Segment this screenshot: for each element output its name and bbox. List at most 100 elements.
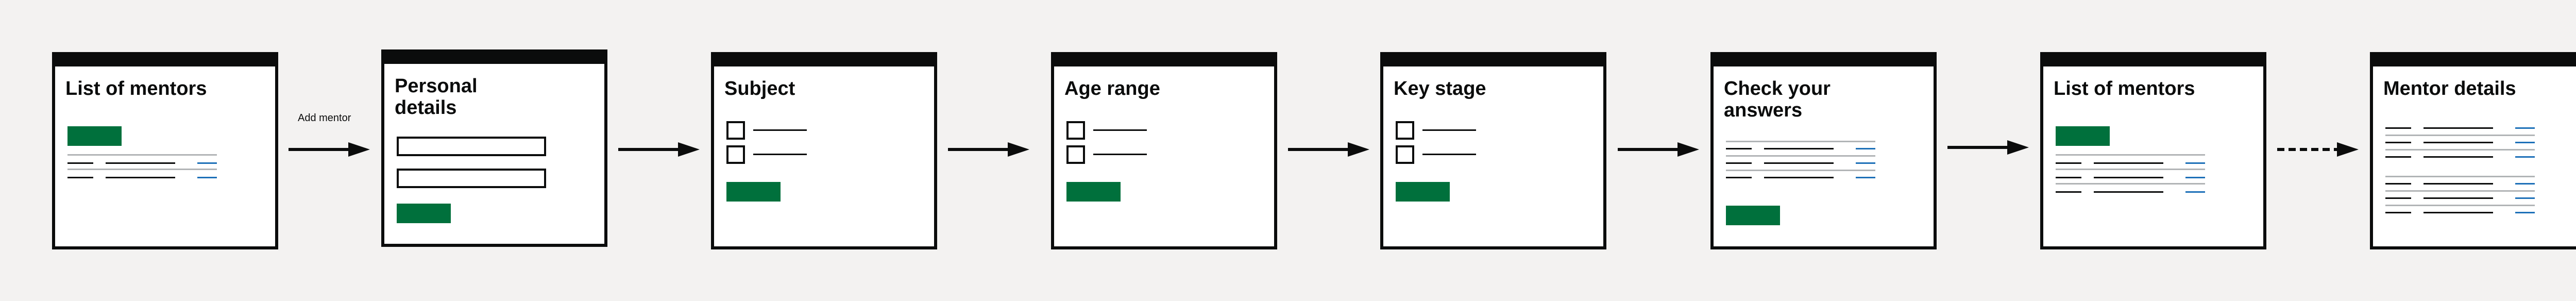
divider: [1726, 141, 1875, 142]
continue-button: [726, 182, 781, 202]
row-key-line: [2385, 127, 2411, 129]
row-value-line: [2094, 191, 2163, 193]
row-link-line: [2515, 212, 2535, 213]
checkbox-label-line: [1093, 129, 1147, 131]
screen-mentor-details: Mentor details: [2370, 52, 2576, 249]
checkbox: [1066, 145, 1085, 164]
row-link-line: [197, 177, 217, 178]
divider: [2385, 176, 2535, 177]
arrow-head-icon: [1677, 142, 1699, 157]
screen-title: List of mentors: [2054, 78, 2195, 99]
row-value-line: [2094, 177, 2163, 178]
checkbox-label-line: [1422, 154, 1476, 155]
arrow-7-dashed: [2277, 142, 2359, 157]
row-value-line: [106, 162, 175, 164]
continue-button: [1396, 182, 1450, 202]
checkbox-label-line: [753, 154, 807, 155]
row-link-line: [2515, 156, 2535, 158]
row-value-line: [2424, 142, 2493, 143]
continue-button: [1066, 182, 1121, 202]
row-link-line: [2185, 162, 2205, 164]
checkbox-label-line: [753, 129, 807, 131]
screen-age-range: Age range: [1051, 52, 1277, 249]
row-value-line: [2424, 183, 2493, 185]
row-link-line: [2515, 183, 2535, 185]
screen-list-of-mentors-updated: List of mentors: [2040, 52, 2266, 249]
checkbox-label-line: [1093, 154, 1147, 155]
screen-title: Age range: [1064, 78, 1160, 99]
text-input-field: [397, 169, 546, 188]
arrow-head-icon: [1008, 142, 1029, 157]
row-key-line: [2056, 191, 2081, 193]
row-key-line: [1726, 162, 1752, 164]
row-key-line: [2385, 212, 2411, 213]
row-key-line: [1726, 148, 1752, 149]
arrow-6: [1947, 140, 2029, 155]
screen-title: Subject: [724, 78, 795, 99]
row-link-line: [1856, 148, 1875, 149]
row-link-line: [197, 162, 217, 164]
row-key-line: [2056, 162, 2081, 164]
screen-subject: Subject: [711, 52, 937, 249]
screen-key-stage: Key stage: [1380, 52, 1606, 249]
row-key-line: [67, 177, 93, 178]
arrow-head-icon: [2337, 142, 2359, 157]
row-key-line: [67, 162, 93, 164]
row-key-line: [2056, 177, 2081, 178]
checkbox: [726, 121, 745, 140]
continue-button: [397, 204, 451, 223]
checkbox: [1396, 121, 1414, 140]
row-key-line: [2385, 197, 2411, 199]
divider: [2056, 169, 2205, 170]
row-value-line: [2094, 162, 2163, 164]
row-value-line: [2424, 156, 2493, 158]
divider: [2385, 135, 2535, 136]
screen-title: Key stage: [1394, 78, 1486, 99]
divider: [2056, 154, 2205, 156]
divider: [1726, 170, 1875, 171]
screen-list-of-mentors: List of mentors: [52, 52, 278, 249]
screen-check-your-answers: Check your answers: [1710, 52, 1937, 249]
screen-title: List of mentors: [65, 78, 207, 99]
screen-title: Mentor details: [2383, 78, 2516, 99]
row-link-line: [2515, 127, 2535, 129]
divider: [2385, 149, 2535, 150]
row-value-line: [1764, 148, 1834, 149]
row-link-line: [2185, 177, 2205, 178]
row-value-line: [106, 177, 175, 178]
screen-personal-details: Personal details: [381, 49, 607, 247]
arrow-head-icon: [678, 142, 700, 157]
screen-title: Check your answers: [1724, 78, 1831, 121]
row-key-line: [1726, 177, 1752, 178]
row-value-line: [1764, 177, 1834, 178]
row-value-line: [2424, 197, 2493, 199]
divider: [67, 169, 217, 170]
add-mentor-button: [2056, 126, 2110, 146]
row-value-line: [2424, 212, 2493, 213]
checkbox: [726, 145, 745, 164]
divider: [67, 154, 217, 156]
row-key-line: [2385, 183, 2411, 185]
checkbox: [1396, 145, 1414, 164]
row-link-line: [1856, 162, 1875, 164]
divider: [1726, 155, 1875, 157]
text-input-field: [397, 137, 546, 156]
arrow-3: [948, 142, 1029, 157]
arrow-head-icon: [1348, 142, 1369, 157]
row-link-line: [2185, 191, 2205, 193]
row-value-line: [2424, 127, 2493, 129]
arrow-2: [618, 142, 700, 157]
arrow-head-icon: [2007, 140, 2029, 155]
checkbox: [1066, 121, 1085, 140]
arrow-1: [289, 142, 370, 157]
divider: [2056, 183, 2205, 185]
row-link-line: [2515, 197, 2535, 199]
divider: [2385, 190, 2535, 192]
checkbox-label-line: [1422, 129, 1476, 131]
arrow-5: [1618, 142, 1699, 157]
arrow-4: [1288, 142, 1369, 157]
row-key-line: [2385, 156, 2411, 158]
row-value-line: [1764, 162, 1834, 164]
add-mentor-button: [67, 126, 122, 146]
